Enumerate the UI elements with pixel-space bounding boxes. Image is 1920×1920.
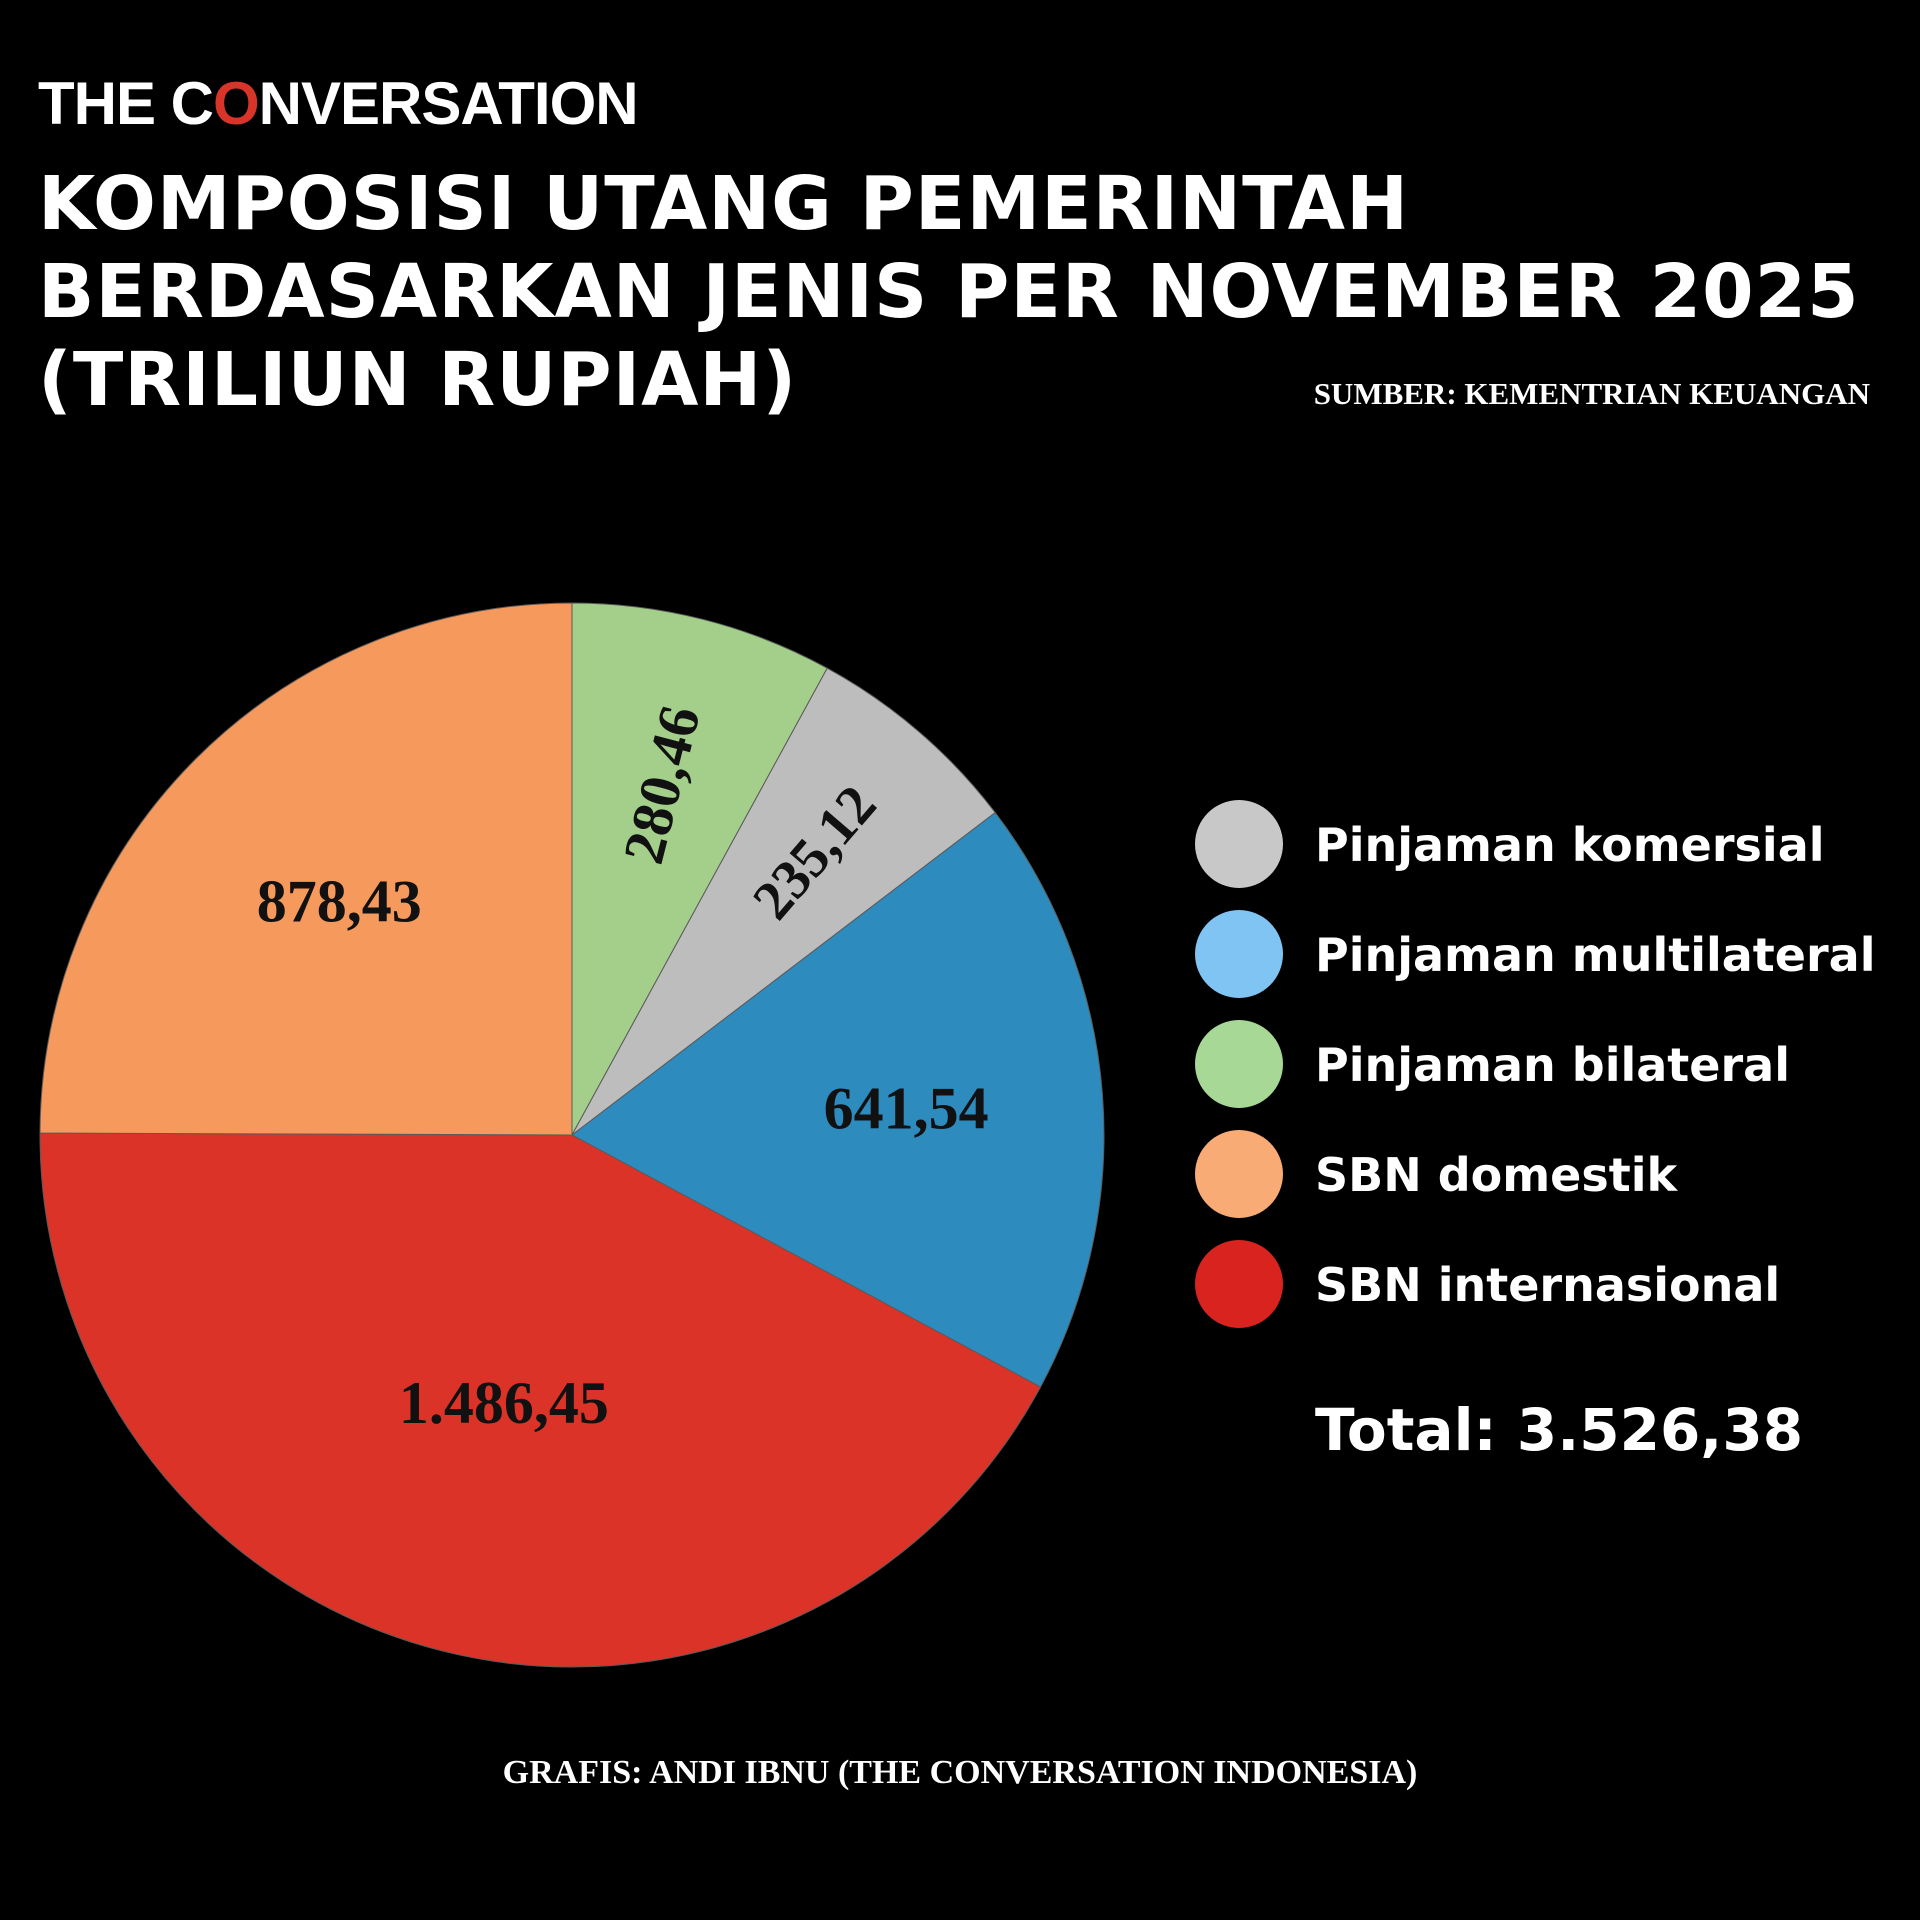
- legend-label-sbn-domestik: SBN domestik: [1315, 1148, 1678, 1202]
- legend-swatch-sbn-internasional: [1195, 1240, 1283, 1328]
- legend-swatch-sbn-domestik: [1195, 1130, 1283, 1218]
- pie-slice-sbn-internasional: [39, 1132, 1042, 1668]
- logo-text-start: THE C: [38, 70, 214, 137]
- graphic-credit: GRAFIS: ANDI IBNU (THE CONVERSATION INDO…: [502, 1754, 1418, 1791]
- chart-title-line-1: KOMPOSISI UTANG PEMERINTAH: [38, 161, 1410, 247]
- total-value: Total: 3.526,38: [1315, 1396, 1804, 1464]
- logo-text-end: NVERSATION: [258, 70, 639, 137]
- pie-label-sbn-domestik: 878,43: [257, 868, 422, 934]
- source-note: SUMBER: KEMENTRIAN KEUANGAN: [1313, 376, 1870, 411]
- legend-label-pinjaman-multilateral: Pinjaman multilateral: [1315, 928, 1876, 982]
- chart-title: KOMPOSISI UTANG PEMERINTAH BERDASARKAN J…: [38, 160, 1860, 424]
- legend-label-sbn-internasional: SBN internasional: [1315, 1258, 1781, 1312]
- legend-swatch-pinjaman-bilateral: [1195, 1020, 1283, 1108]
- pie-slice-sbn-domestik: [39, 602, 573, 1136]
- chart-title-line-3: (TRILIUN RUPIAH): [38, 337, 798, 423]
- pie-slice-pinjaman-bilateral: [571, 602, 828, 1136]
- chart-title-line-2: BERDASARKAN JENIS PER NOVEMBER 2025: [38, 249, 1860, 335]
- logo-speech-bubble-o: O: [213, 70, 260, 137]
- pie-label-sbn-internasional: 1.486,45: [399, 1370, 609, 1436]
- pie-slice-pinjaman-komersial: [571, 667, 996, 1136]
- legend-swatch-pinjaman-komersial: [1195, 800, 1283, 888]
- brand-logo: THE CONVERSATION: [38, 74, 639, 134]
- legend-label-pinjaman-komersial: Pinjaman komersial: [1315, 818, 1825, 872]
- pie-label-pinjaman-multilateral: 641,54: [824, 1076, 989, 1142]
- legend-swatch-pinjaman-multilateral: [1195, 910, 1283, 998]
- legend-label-pinjaman-bilateral: Pinjaman bilateral: [1315, 1038, 1790, 1092]
- pie-slice-pinjaman-multilateral: [571, 811, 1105, 1388]
